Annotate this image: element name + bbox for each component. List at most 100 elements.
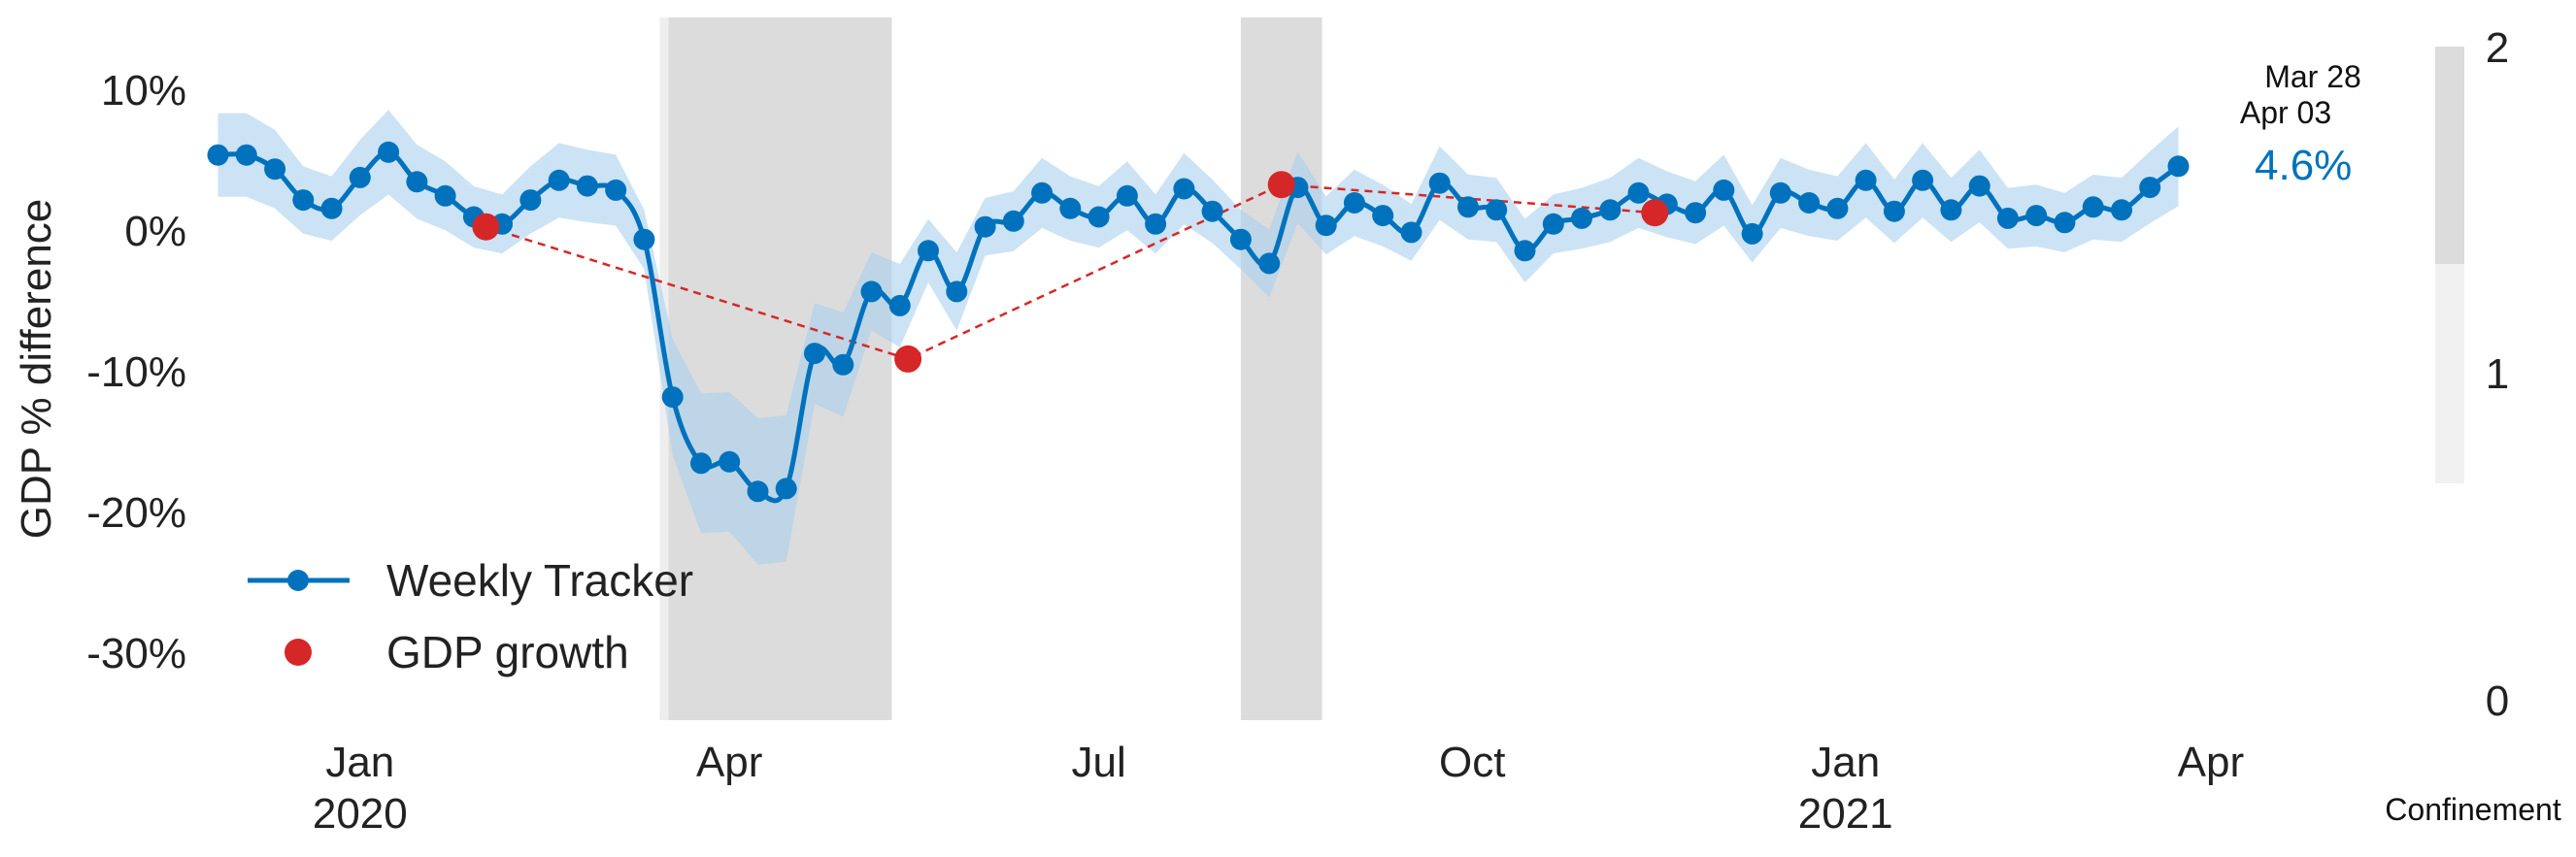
tracker-point (1229, 228, 1252, 250)
confinement-axis-label: Confinement (2385, 792, 2561, 827)
confinement-tick-1: 1 (2486, 350, 2509, 398)
x-tick-label: Apr (2178, 739, 2244, 786)
y-tick-label: 10% (101, 67, 186, 115)
tracker-point (860, 280, 883, 303)
tracker-point (888, 294, 911, 316)
last-value-label: 4.6% (2255, 142, 2352, 189)
x-tick-year-label: 2021 (1798, 790, 1893, 838)
tracker-point (1145, 213, 1167, 235)
tracker-point (1002, 210, 1024, 232)
tracker-point (804, 343, 825, 365)
tracker-point (1486, 199, 1508, 221)
annotation-date-bottom: Apr 03 (2240, 95, 2331, 130)
tracker-point (1173, 178, 1195, 200)
confinement-bar-lower (2435, 264, 2464, 483)
tracker-point (1059, 197, 1082, 219)
x-tick-label: Jan (1811, 739, 1880, 786)
tracker-point (690, 452, 712, 475)
tracker-point (1457, 196, 1479, 218)
legend: Weekly Tracker GDP growth (248, 555, 693, 677)
y-axis-label: GDP % difference (13, 199, 60, 540)
confinement-bar-upper (2435, 47, 2464, 264)
tracker-point (661, 386, 684, 409)
y-axis: 10% 0% -10% -20% -30% (86, 67, 186, 677)
gdp-growth-markers (472, 171, 1669, 373)
tracker-point (633, 228, 655, 250)
tracker-point (1769, 181, 1791, 204)
tracker-point (775, 478, 797, 500)
tracker-point (1741, 222, 1763, 245)
tracker-point (292, 189, 315, 212)
tracker-point (1428, 172, 1451, 194)
confinement-period-1 (1240, 17, 1322, 720)
tracker-point (1713, 179, 1735, 201)
tracker-point (1883, 200, 1905, 222)
tracker-point (1940, 199, 1962, 221)
tracker-point (2082, 196, 2104, 218)
tracker-point (1826, 197, 1849, 219)
tracker-point (349, 166, 371, 188)
tracker-point (576, 175, 598, 197)
y-tick-label: -30% (86, 630, 186, 677)
tracker-point (1116, 184, 1138, 207)
tracker-point (2167, 155, 2190, 178)
tracker-point (2111, 199, 2132, 221)
gdp-growth-point (1267, 171, 1295, 199)
gdp-growth-point (1641, 199, 1669, 227)
tracker-point (1798, 192, 1821, 214)
x-tick-label: Apr (696, 739, 762, 786)
legend-tracker-label: Weekly Tracker (386, 555, 693, 606)
y-tick-label: 0% (124, 208, 186, 255)
tracker-point (378, 141, 400, 163)
tracker-point (235, 144, 257, 166)
x-tick-label: Jul (1071, 739, 1125, 786)
tracker-point (1685, 202, 1707, 224)
tracker-point (974, 215, 996, 238)
tracker-point (1968, 175, 1991, 197)
tracker-point (434, 184, 456, 207)
tracker-point (1372, 205, 1394, 227)
tracker-point (747, 480, 769, 503)
tracker-point (264, 158, 286, 181)
weekly-tracker-band (217, 110, 2179, 565)
legend-gdp-label: GDP growth (386, 627, 629, 677)
tracker-point (1343, 192, 1365, 214)
confinement-tick-2: 2 (2486, 24, 2509, 72)
tracker-point (1627, 181, 1650, 204)
confinement-shading (659, 17, 1322, 720)
tracker-point (1855, 169, 1877, 191)
y-tick-label: -20% (86, 489, 186, 537)
tracker-point (1542, 213, 1564, 235)
tracker-point (2054, 212, 2076, 234)
tracker-point (946, 280, 968, 303)
confinement-tick-0: 0 (2486, 677, 2509, 725)
legend-tracker-marker (287, 570, 309, 591)
confinement-axis: 2 1 0 Confinement (2385, 24, 2561, 827)
weekly-tracker-markers (207, 141, 2190, 503)
tracker-point (1201, 200, 1223, 222)
tracker-point (1514, 240, 1536, 262)
tracker-point (1912, 169, 1934, 191)
tracker-point (1571, 207, 1592, 229)
tracker-point (918, 240, 939, 262)
gdp-growth-dashed-line (485, 182, 1656, 361)
x-tick-year-label: 2020 (313, 790, 408, 838)
gdp-growth-connector (485, 182, 1656, 361)
legend-gdp-marker (284, 639, 312, 666)
tracker-point (719, 450, 741, 473)
y-tick-label: -10% (86, 348, 186, 396)
x-tick-label: Jan (325, 739, 394, 786)
tracker-point (320, 197, 343, 219)
tracker-point (519, 189, 542, 212)
tracker-point (1599, 199, 1622, 221)
tracker-point (207, 144, 229, 166)
tracker-point (406, 171, 428, 193)
tracker-point (2139, 177, 2161, 199)
tracker-point (1031, 181, 1054, 204)
confidence-band (217, 110, 2179, 565)
tracker-point (832, 353, 854, 376)
gdp-growth-point (472, 213, 500, 241)
tracker-point (548, 169, 570, 191)
